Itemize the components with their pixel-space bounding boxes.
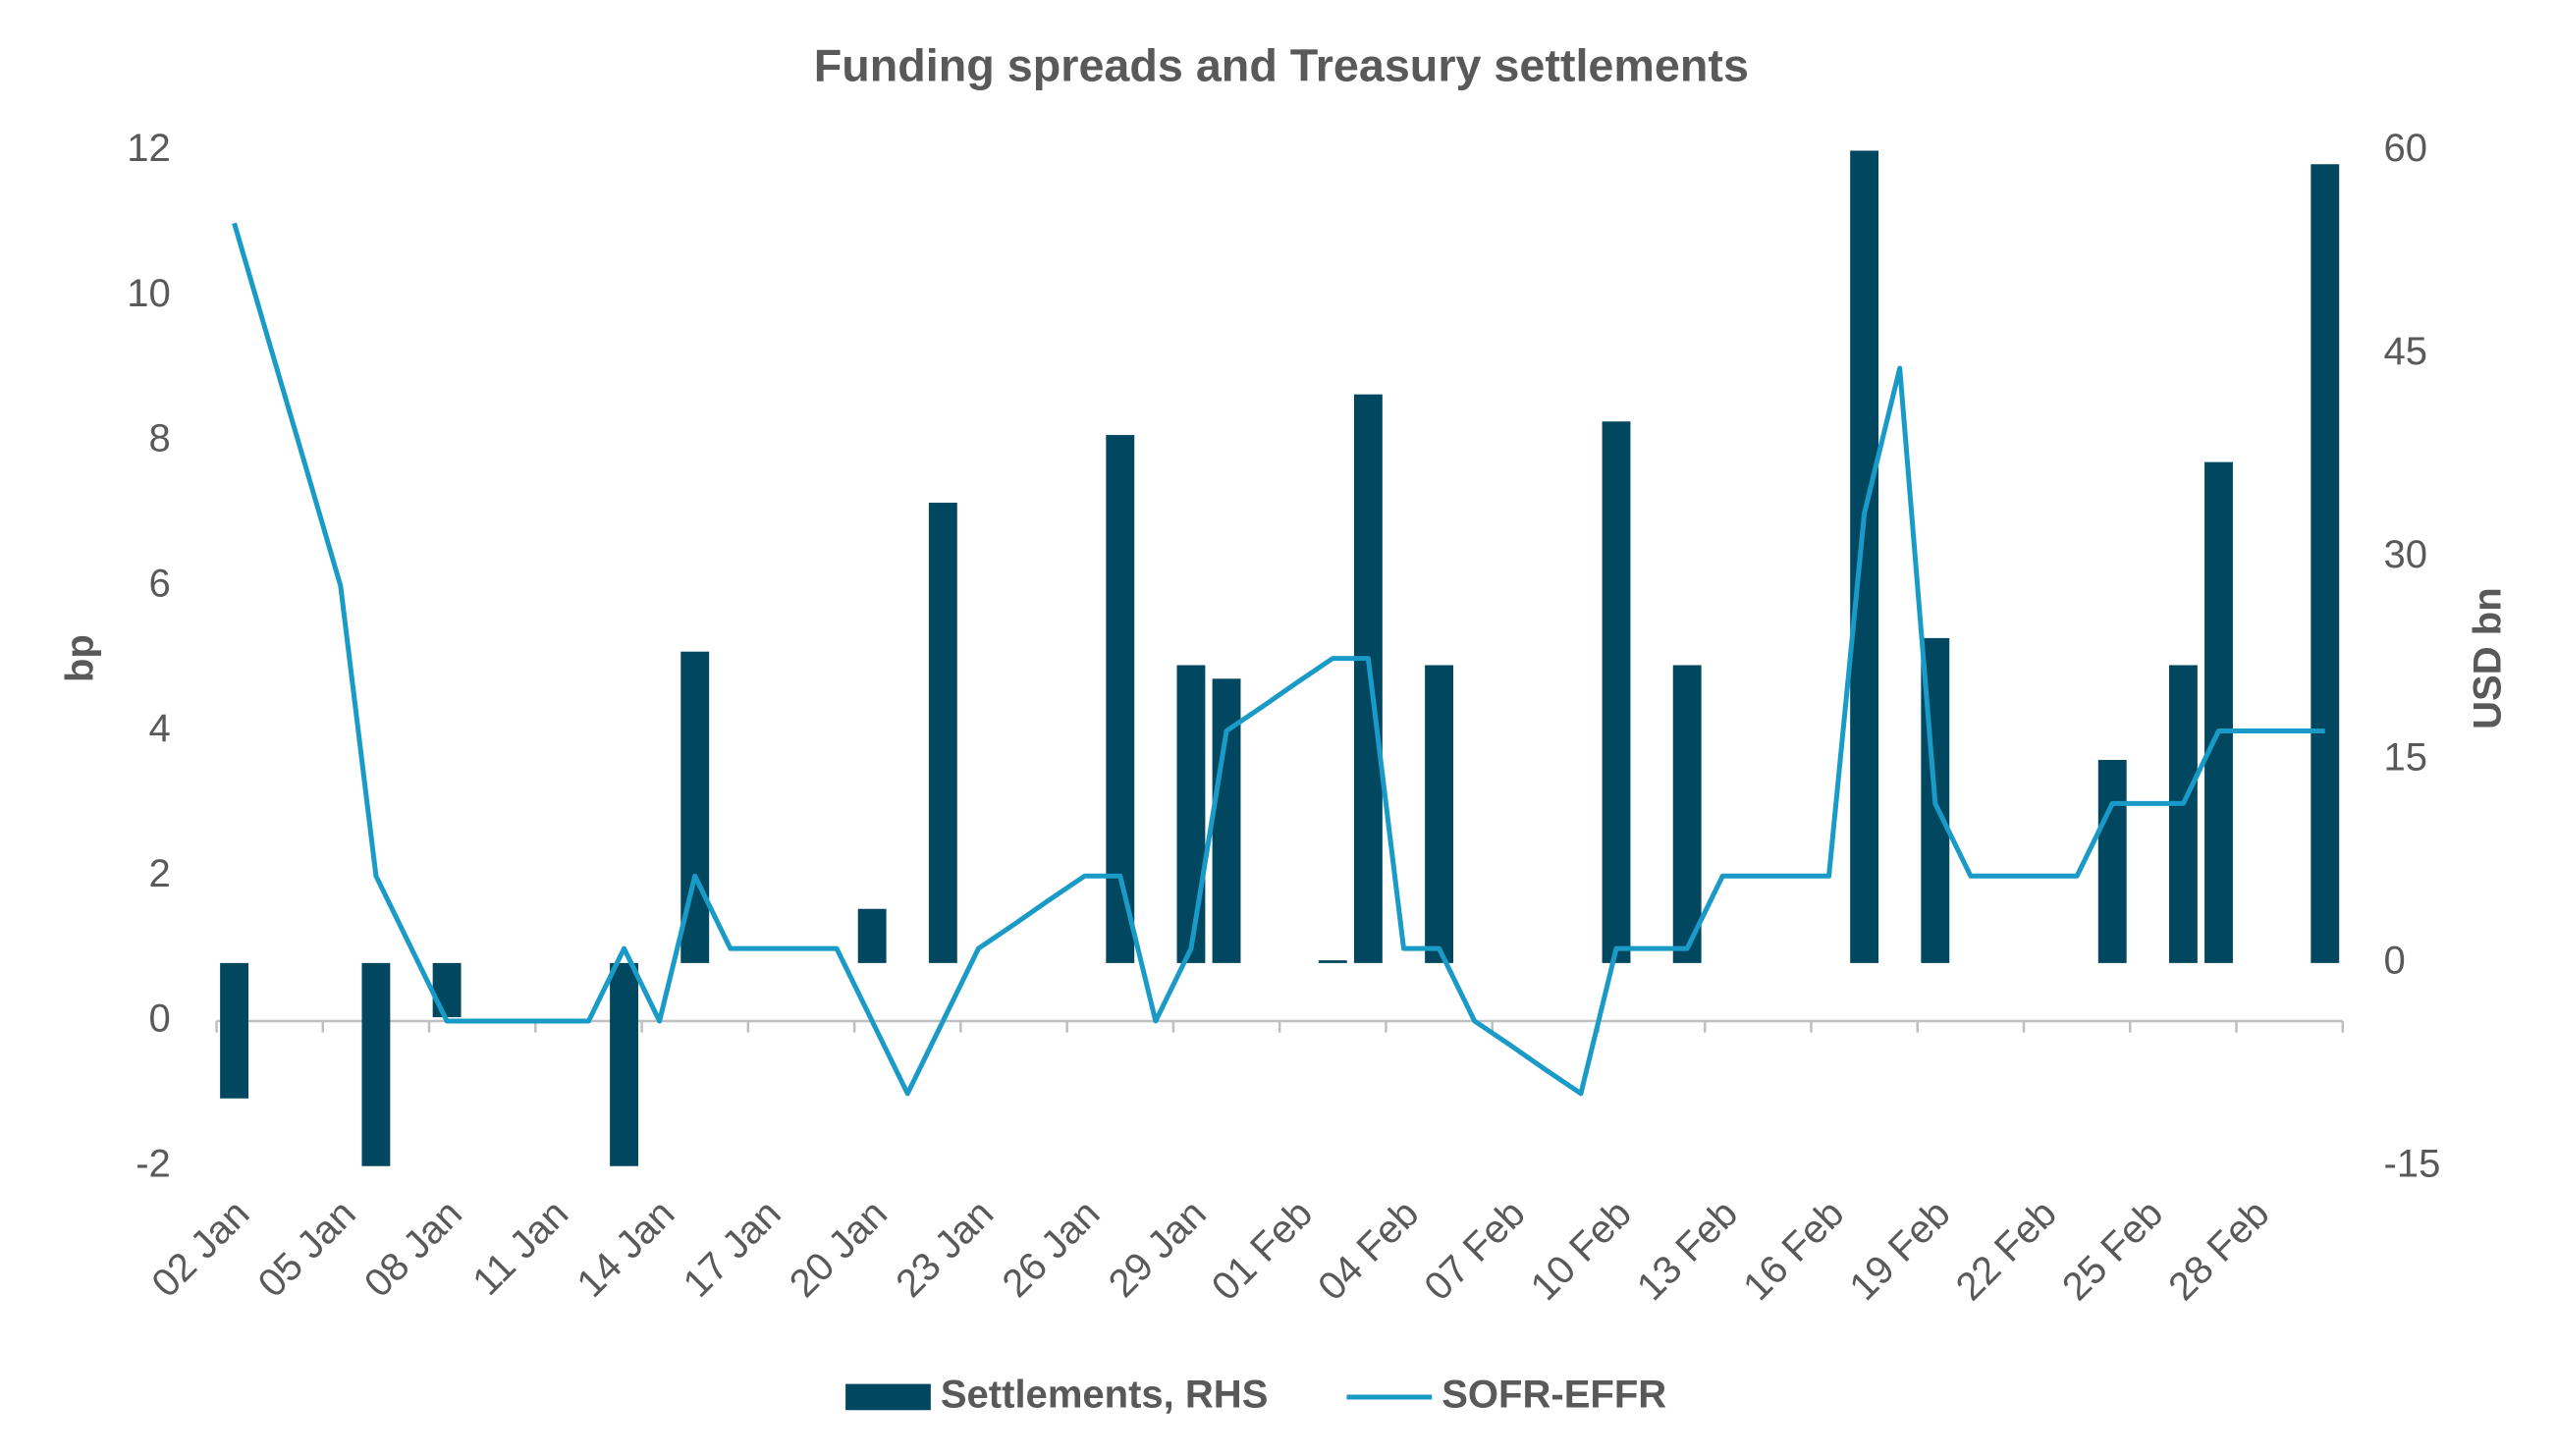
y-tick-label: 2 xyxy=(149,852,171,895)
bar xyxy=(2097,760,2127,963)
y2-tick-label: 60 xyxy=(2384,127,2428,170)
legend-swatch xyxy=(845,1383,931,1411)
x-tick-label: 23 Jan xyxy=(888,1192,1002,1306)
bar xyxy=(1176,665,1206,963)
x-tick-label: 01 Feb xyxy=(1204,1192,1321,1309)
y2-tick-label: 45 xyxy=(2384,330,2428,373)
x-tick-label: 19 Feb xyxy=(1841,1192,1958,1309)
bar xyxy=(1318,960,1347,963)
x-tick-label: 29 Jan xyxy=(1101,1192,1215,1306)
y-tick-label: 8 xyxy=(149,417,171,460)
y2-tick-label: 0 xyxy=(2384,939,2406,982)
line xyxy=(232,222,2325,1097)
bar xyxy=(2168,665,2198,963)
bar xyxy=(220,962,249,1099)
x-tick-label: 26 Jan xyxy=(994,1192,1108,1306)
x-tick-label: 22 Feb xyxy=(1948,1192,2065,1309)
bar xyxy=(1425,665,1453,963)
y2-tick-label: -15 xyxy=(2384,1142,2441,1185)
x-tick-label: 13 Feb xyxy=(1629,1192,1746,1309)
y-tick-label: -2 xyxy=(136,1142,171,1185)
bar xyxy=(1602,421,1631,963)
x-tick-label: 25 Feb xyxy=(2054,1192,2171,1309)
x-tick-label: 17 Jan xyxy=(676,1192,789,1306)
bar xyxy=(1672,665,1702,963)
y2-axis-title: USD bn xyxy=(2467,587,2510,729)
bar xyxy=(928,503,957,963)
y-tick-label: 6 xyxy=(149,562,171,605)
y2-tick-label: 15 xyxy=(2384,736,2428,780)
bar xyxy=(1353,394,1383,963)
y-axis-title: bp xyxy=(58,634,101,682)
bar xyxy=(2311,164,2340,963)
x-tick-label: 16 Feb xyxy=(1735,1192,1852,1309)
x-tick-label: 02 Jan xyxy=(143,1192,257,1306)
bar xyxy=(432,962,462,1018)
x-tick-label: 28 Feb xyxy=(2160,1192,2277,1309)
y-tick-label: 12 xyxy=(127,127,171,170)
chart-title: Funding spreads and Treasury settlements xyxy=(814,39,1749,90)
x-tick-label: 05 Jan xyxy=(250,1192,364,1306)
legend-label: Settlements, RHS xyxy=(941,1374,1269,1417)
bar xyxy=(610,962,638,1166)
y2-tick-label: 30 xyxy=(2384,533,2428,576)
y-tick-label: 0 xyxy=(149,998,171,1041)
x-tick-label: 08 Jan xyxy=(356,1192,470,1306)
x-tick-label: 04 Feb xyxy=(1310,1192,1427,1309)
legend-label: SOFR-EFFR xyxy=(1441,1374,1666,1417)
bar xyxy=(1850,150,1879,963)
y-tick-label: 10 xyxy=(127,272,171,315)
x-tick-label: 14 Jan xyxy=(569,1192,682,1306)
x-tick-label: 20 Jan xyxy=(782,1192,896,1306)
y-tick-label: 4 xyxy=(149,707,171,750)
bar xyxy=(361,962,391,1166)
bar xyxy=(857,908,887,963)
x-tick-label: 11 Jan xyxy=(464,1192,576,1304)
x-tick-label: 07 Feb xyxy=(1416,1192,1533,1309)
bar xyxy=(2204,461,2233,963)
x-tick-label: 10 Feb xyxy=(1523,1192,1640,1309)
